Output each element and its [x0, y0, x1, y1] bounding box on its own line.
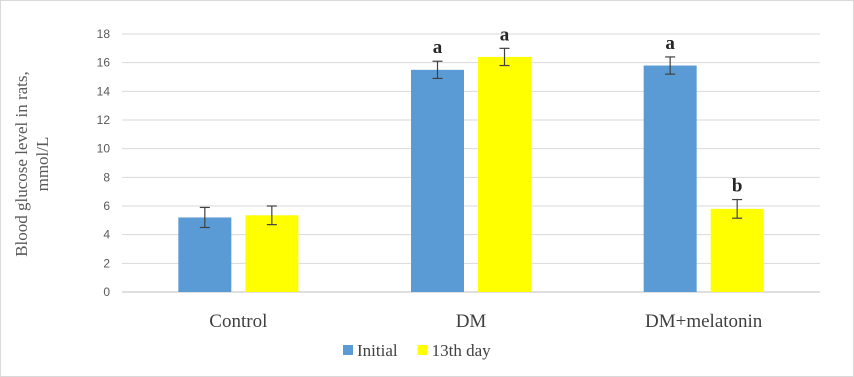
- y-axis-label-line-1: Blood glucose level in rats,: [12, 71, 31, 257]
- y-tick-label-14: 14: [97, 84, 111, 98]
- legend-swatch-1: [417, 345, 428, 355]
- significance-label-1-1: a: [500, 24, 510, 45]
- bar-0-0: [178, 217, 232, 292]
- bar-1-0: [245, 215, 299, 292]
- y-tick-label-2: 2: [103, 256, 110, 270]
- bar-1-2: [710, 208, 764, 292]
- legend: Initial 13th day: [343, 341, 491, 360]
- category-label-2: DM+melatonin: [645, 311, 763, 332]
- bar-0-1: [411, 69, 464, 292]
- y-tick-label-8: 8: [103, 170, 110, 184]
- y-tick-label-10: 10: [97, 142, 111, 156]
- y-tick-label-18: 18: [97, 27, 111, 41]
- bar-1-1: [478, 56, 531, 292]
- grid-layer: [122, 33, 820, 293]
- legend-label-0: Initial: [357, 341, 398, 360]
- bar-0-2: [643, 65, 697, 293]
- bars-layer: a a a b: [178, 24, 764, 293]
- legend-swatch-0: [343, 345, 353, 355]
- significance-label-0-2: a: [665, 33, 675, 54]
- category-label-0: Control: [209, 311, 267, 332]
- y-tick-label-16: 16: [97, 56, 111, 70]
- y-tick-label-4: 4: [103, 228, 110, 242]
- y-tick-label-0: 0: [103, 285, 110, 299]
- y-axis-label-line-2: mmol/L: [33, 137, 52, 192]
- y-tick-label-6: 6: [103, 199, 110, 213]
- legend-label-1: 13th day: [432, 341, 492, 360]
- significance-label-0-1: a: [433, 37, 443, 58]
- y-axis-ticks: 0 2 4 6 8 10 12 14 16 18: [97, 27, 111, 299]
- significance-label-1-2: b: [732, 176, 743, 197]
- category-label-1: DM: [456, 311, 487, 332]
- category-labels: Control DM DM+melatonin: [209, 311, 763, 332]
- y-tick-label-12: 12: [97, 113, 111, 127]
